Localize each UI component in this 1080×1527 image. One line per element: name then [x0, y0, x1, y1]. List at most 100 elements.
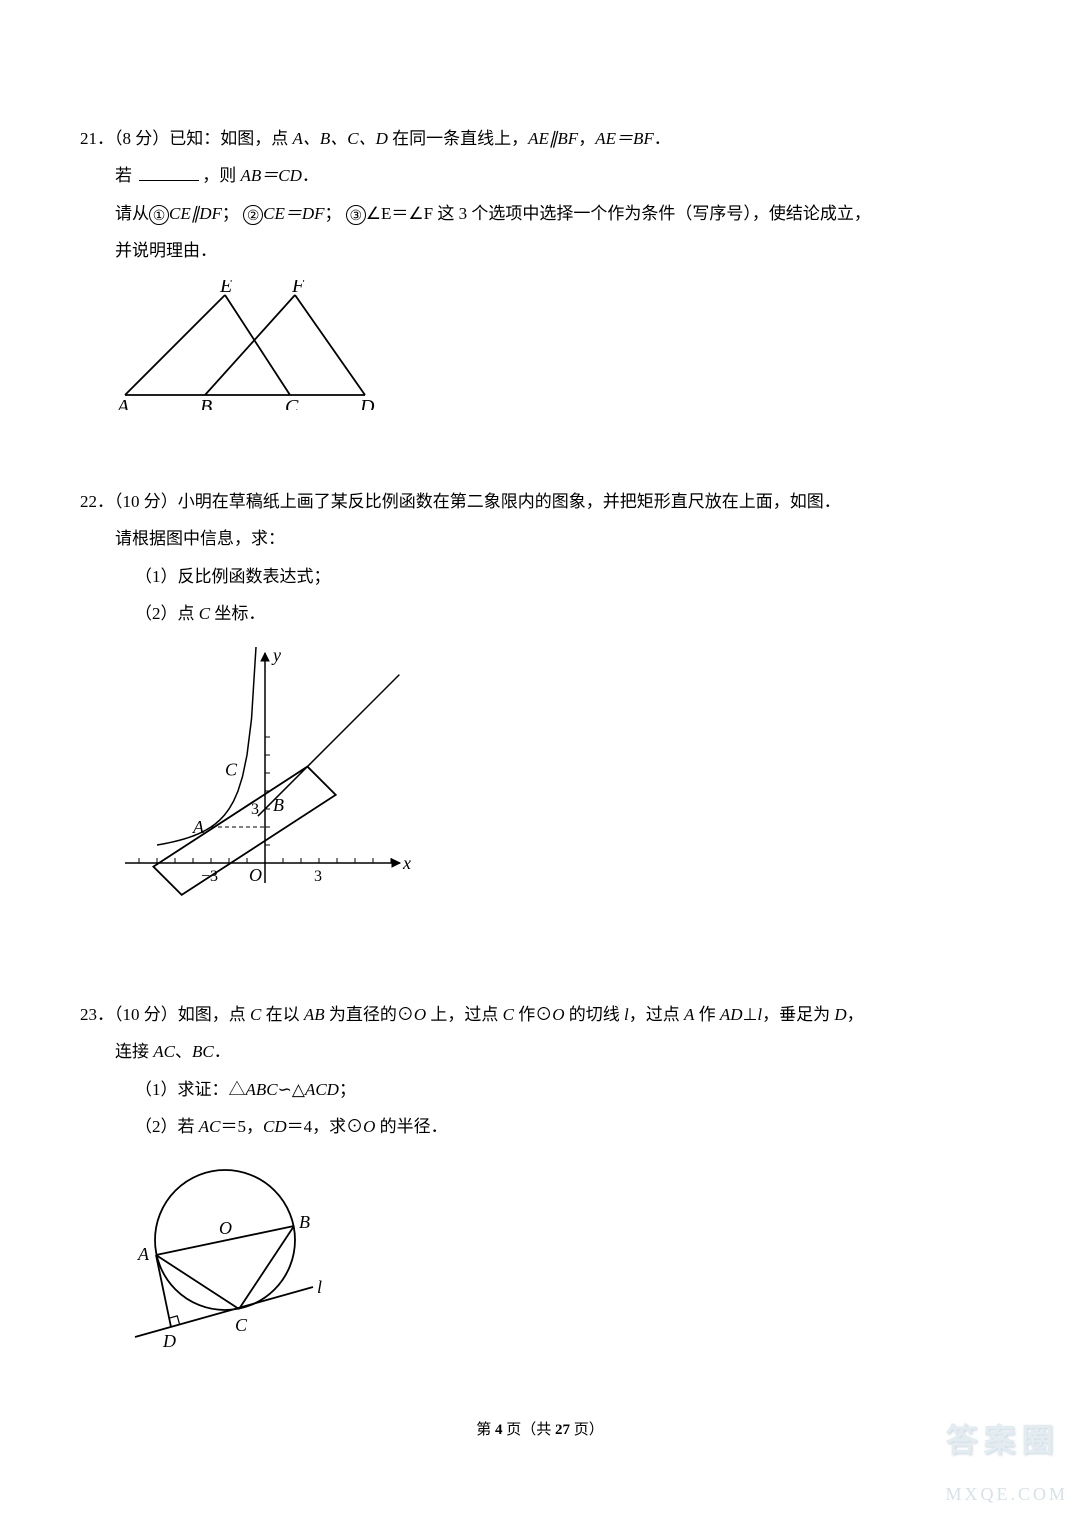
q21-text: 已知：如图，点 [169, 129, 292, 148]
q22-line1: 22．（10 分）小明在草稿纸上画了某反比例函数在第二象限内的图象，并把矩形直尺… [80, 483, 1000, 520]
page-footer: 第 4 页（共 27 页） [0, 1414, 1080, 1447]
q21-opt2: CE＝DF [263, 204, 324, 223]
q23-text: 作⊙ [514, 1005, 552, 1024]
q21-line2: 若 ，则 AB＝CD． [80, 157, 1000, 194]
footer-post: 页） [574, 1422, 604, 1438]
svg-text:y: y [271, 645, 281, 665]
question-23: 23．（10 分）如图，点 C 在以 AB 为直径的⊙O 上，过点 C 作⊙O … [80, 996, 1000, 1369]
q23-number: 23． [80, 1005, 114, 1024]
q23-text: （2）若 [135, 1117, 199, 1136]
q21-sep: ； [222, 204, 239, 223]
footer-mid: 页（共 [506, 1422, 555, 1438]
q21-opt2-circle: ② [243, 205, 263, 225]
q22-number: 22． [80, 492, 114, 511]
q23-var: AC [153, 1042, 175, 1061]
svg-text:l: l [317, 1277, 322, 1297]
q23-var: AB [304, 1005, 325, 1024]
q23-var: O [414, 1005, 426, 1024]
q23-text: ． [214, 1042, 231, 1061]
q23-line1: 23．（10 分）如图，点 C 在以 AB 为直径的⊙O 上，过点 C 作⊙O … [80, 996, 1000, 1033]
watermark-bottom: MXQE.COM [945, 1475, 1068, 1515]
q21-text: ，则 [202, 166, 240, 185]
q21-cond2: AE＝BF [595, 129, 654, 148]
q21-line4: 并说明理由． [80, 232, 1000, 269]
q23-text: 作 [694, 1005, 720, 1024]
q21-sep: ； [325, 204, 342, 223]
q21-text: 这 3 个选项中选择一个作为条件（写序号），使结论成立， [433, 204, 871, 223]
watermark: 答案圈 MXQE.COM [945, 1405, 1068, 1515]
q23-text: 、 [175, 1042, 192, 1061]
svg-text:O: O [249, 865, 262, 885]
q23-var: A [684, 1005, 694, 1024]
svg-text:C: C [285, 396, 299, 410]
q21-diagram: ABCDEF [115, 280, 375, 410]
q23-text: 为直径的⊙ [325, 1005, 414, 1024]
q22-part2-end: 坐标． [210, 604, 265, 623]
q23-var: O [363, 1117, 375, 1136]
q23-text: ； [339, 1080, 356, 1099]
svg-text:C: C [235, 1315, 248, 1335]
svg-text:A: A [192, 817, 205, 837]
q23-text: ＝4，求⊙ [287, 1117, 364, 1136]
q23-var: AC [199, 1117, 221, 1136]
q23-text: ∽△ [278, 1080, 305, 1099]
q23-part1: （1）求证：△ABC∽△ACD； [80, 1071, 1000, 1108]
q21-line3: 请从①CE∥DF； ②CE＝DF； ③∠E＝∠F 这 3 个选项中选择一个作为条… [80, 195, 1000, 232]
q23-part2: （2）若 AC＝5，CD＝4，求⊙O 的半径． [80, 1108, 1000, 1145]
q23-var: O [552, 1005, 564, 1024]
q23-text: 上，过点 [426, 1005, 503, 1024]
q23-text: 的半径． [375, 1117, 447, 1136]
q23-text: 如图，点 [178, 1005, 250, 1024]
q23-var: CD [263, 1117, 287, 1136]
q21-text: 并说明理由． [115, 241, 217, 260]
q22-part2: （2）点 C 坐标． [80, 595, 1000, 632]
svg-text:E: E [219, 280, 232, 297]
svg-text:3: 3 [314, 868, 322, 885]
svg-text:D: D [162, 1331, 176, 1351]
q23-var: ABC [246, 1080, 278, 1099]
footer-pre: 第 [476, 1422, 495, 1438]
svg-text:A: A [115, 396, 130, 410]
q23-text: ，垂足为 [762, 1005, 834, 1024]
q21-end: ． [654, 129, 671, 148]
q23-text: 在以 [261, 1005, 304, 1024]
q21-text: 请从 [115, 204, 149, 223]
q22-figure: xyO−333ABC [115, 643, 1000, 936]
q23-var: BC [192, 1042, 214, 1061]
q23-text: 的切线 [565, 1005, 625, 1024]
svg-text:A: A [137, 1244, 150, 1264]
q21-cond1: AE∥BF [528, 129, 578, 148]
q22-line2: 请根据图中信息，求： [80, 520, 1000, 557]
q23-text: （1）求证：△ [135, 1080, 246, 1099]
svg-text:x: x [402, 853, 411, 873]
q23-text: 连接 [115, 1042, 153, 1061]
q21-opt1: CE∥DF [169, 204, 222, 223]
q23-var: C [503, 1005, 514, 1024]
q21-vars: A、B、C、D [293, 129, 388, 148]
q21-blank [139, 165, 199, 181]
q23-text: ⊥ [743, 1005, 758, 1024]
q23-var: C [250, 1005, 261, 1024]
q21-figure: ABCDEF [115, 280, 1000, 423]
q22-part1: （1）反比例函数表达式； [80, 558, 1000, 595]
q21-number: 21． [80, 129, 114, 148]
q23-text: ，过点 [629, 1005, 684, 1024]
q21-line1: 21．（8 分）已知：如图，点 A、B、C、D 在同一条直线上，AE∥BF，AE… [80, 120, 1000, 157]
q23-var: D [834, 1005, 846, 1024]
svg-text:C: C [225, 759, 238, 779]
q22-points: （10 分） [114, 492, 178, 511]
q21-end: ． [302, 166, 319, 185]
q21-conc: AB＝CD [241, 166, 302, 185]
q23-var: AD [720, 1005, 743, 1024]
q22-text: 小明在草稿纸上画了某反比例函数在第二象限内的图象，并把矩形直尺放在上面，如图． [178, 492, 841, 511]
q23-text: ， [847, 1005, 864, 1024]
q23-points: （10 分） [114, 1005, 178, 1024]
q21-text: 在同一条直线上， [388, 129, 528, 148]
q23-diagram: ABODCl [115, 1155, 345, 1355]
question-22: 22．（10 分）小明在草稿纸上画了某反比例函数在第二象限内的图象，并把矩形直尺… [80, 483, 1000, 936]
svg-text:D: D [359, 396, 375, 410]
svg-text:O: O [219, 1218, 232, 1238]
svg-text:B: B [200, 396, 212, 410]
q21-sep: ， [578, 129, 595, 148]
q21-opt3-circle: ③ [346, 205, 366, 225]
